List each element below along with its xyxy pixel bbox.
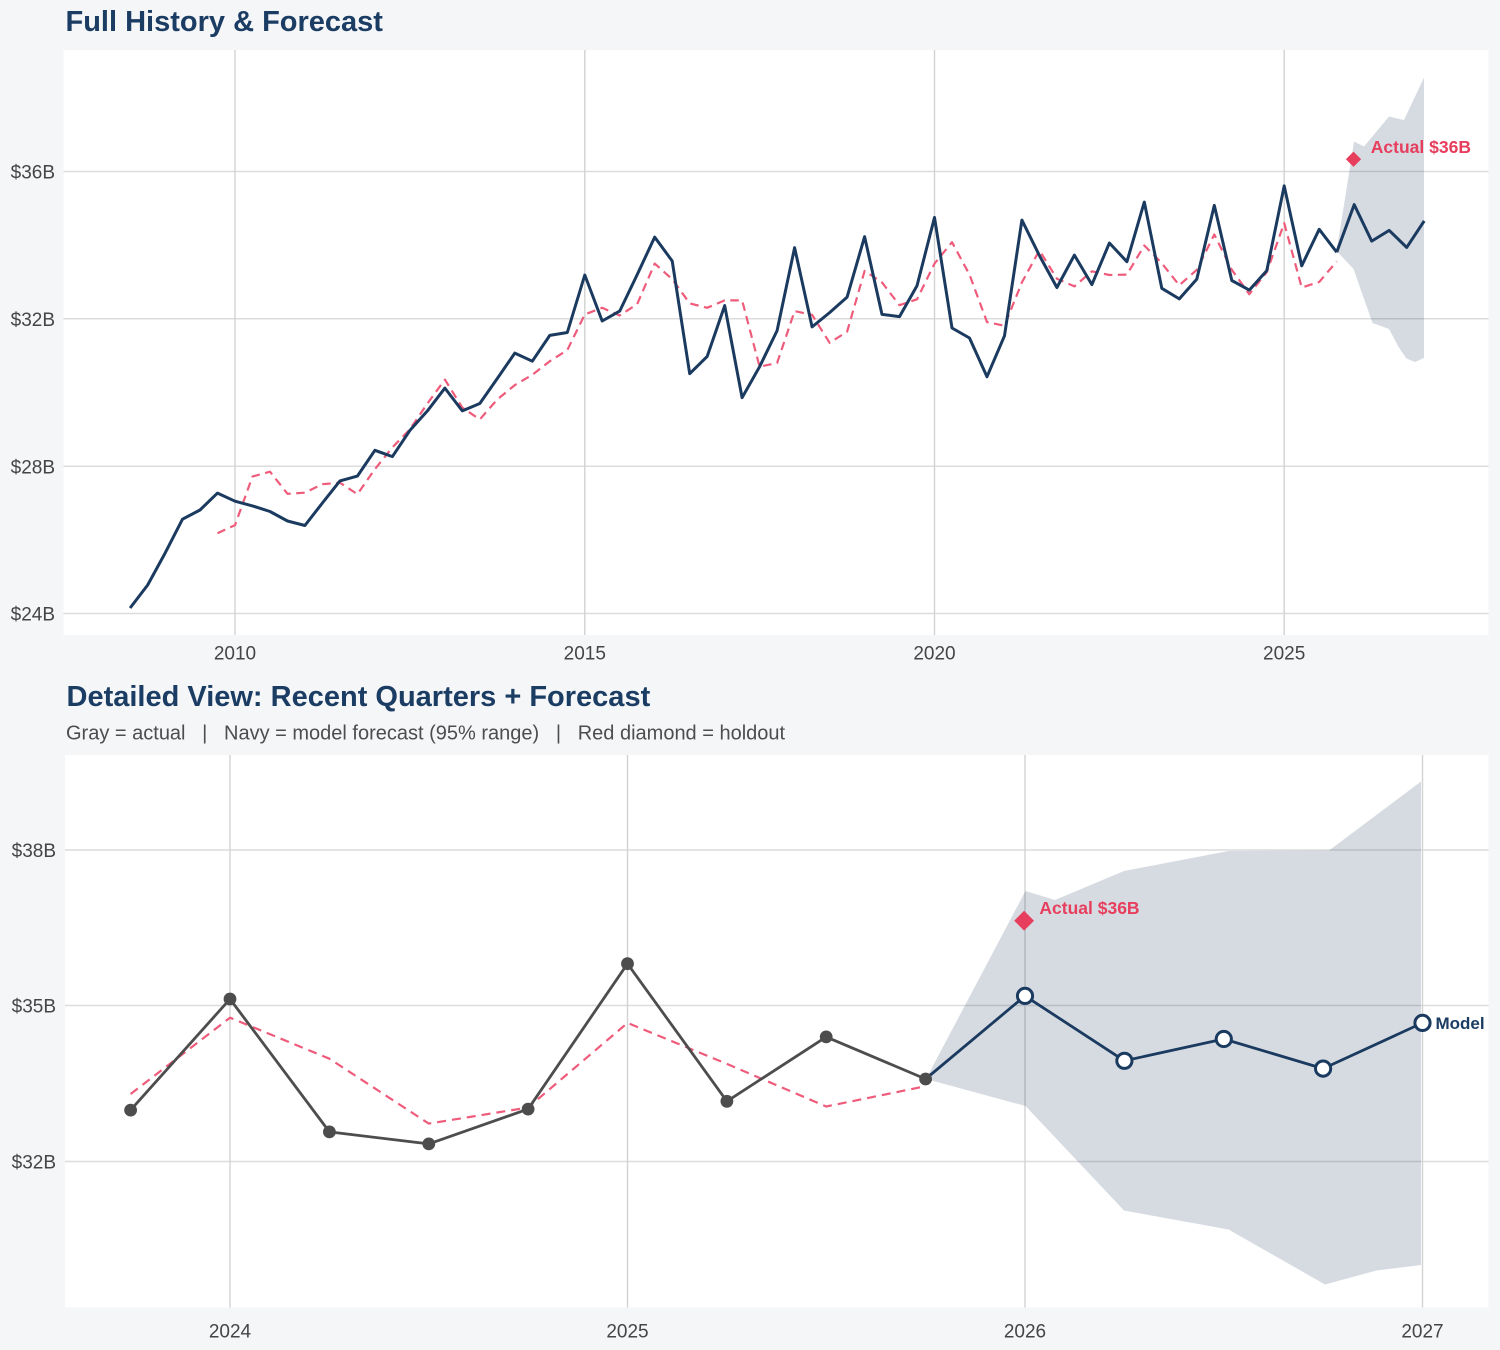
svg-text:Actual $36B: Actual $36B	[1039, 898, 1139, 918]
svg-text:$38B: $38B	[12, 841, 56, 862]
svg-text:2024: 2024	[209, 1322, 252, 1343]
svg-text:Gray = actual | Navy = mod: Gray = actual | Navy = model forecast (9…	[66, 723, 786, 745]
svg-text:2015: 2015	[564, 644, 606, 665]
svg-text:$28B: $28B	[11, 457, 55, 478]
svg-text:2025: 2025	[1263, 644, 1305, 665]
svg-text:Full History & Forecast: Full History & Forecast	[66, 6, 384, 38]
svg-text:$32B: $32B	[11, 310, 55, 331]
svg-text:$32B: $32B	[12, 1153, 56, 1174]
svg-text:2026: 2026	[1004, 1322, 1046, 1343]
svg-text:2025: 2025	[606, 1322, 648, 1343]
svg-text:2020: 2020	[913, 644, 955, 665]
svg-text:2010: 2010	[214, 644, 256, 665]
svg-text:2027: 2027	[1401, 1322, 1443, 1343]
svg-text:Detailed View: Recent Quarters: Detailed View: Recent Quarters + Forecas…	[67, 681, 651, 713]
svg-text:Actual $36B: Actual $36B	[1371, 137, 1471, 157]
svg-text:Model: Model	[1436, 1014, 1485, 1033]
svg-text:$36B: $36B	[11, 163, 55, 184]
svg-text:$35B: $35B	[12, 997, 56, 1018]
svg-text:$24B: $24B	[11, 605, 55, 626]
